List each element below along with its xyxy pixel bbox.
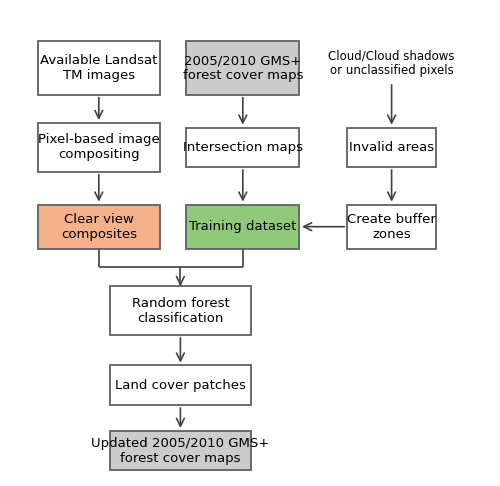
- FancyBboxPatch shape: [110, 431, 251, 470]
- Text: Random forest
classification: Random forest classification: [132, 296, 230, 325]
- Text: Training dataset: Training dataset: [189, 220, 296, 233]
- FancyBboxPatch shape: [186, 205, 299, 249]
- FancyBboxPatch shape: [110, 286, 251, 335]
- FancyBboxPatch shape: [38, 41, 160, 95]
- FancyBboxPatch shape: [110, 365, 251, 405]
- FancyBboxPatch shape: [186, 127, 299, 167]
- Text: Cloud/Cloud shadows
or unclassified pixels: Cloud/Cloud shadows or unclassified pixe…: [328, 50, 455, 77]
- Text: 2005/2010 GMS+
forest cover maps: 2005/2010 GMS+ forest cover maps: [182, 54, 303, 82]
- FancyBboxPatch shape: [347, 205, 436, 249]
- Text: Clear view
composites: Clear view composites: [61, 213, 137, 241]
- FancyBboxPatch shape: [38, 123, 160, 172]
- Text: Pixel-based image
compositing: Pixel-based image compositing: [38, 133, 160, 161]
- Text: Create buffer
zones: Create buffer zones: [347, 213, 436, 241]
- FancyBboxPatch shape: [38, 205, 160, 249]
- Text: Invalid areas: Invalid areas: [349, 141, 434, 154]
- Text: Intersection maps: Intersection maps: [183, 141, 303, 154]
- FancyBboxPatch shape: [186, 41, 299, 95]
- Text: Available Landsat
TM images: Available Landsat TM images: [40, 54, 158, 82]
- Text: Land cover patches: Land cover patches: [115, 379, 246, 392]
- Text: Updated 2005/2010 GMS+
forest cover maps: Updated 2005/2010 GMS+ forest cover maps: [92, 436, 270, 465]
- FancyBboxPatch shape: [347, 127, 436, 167]
